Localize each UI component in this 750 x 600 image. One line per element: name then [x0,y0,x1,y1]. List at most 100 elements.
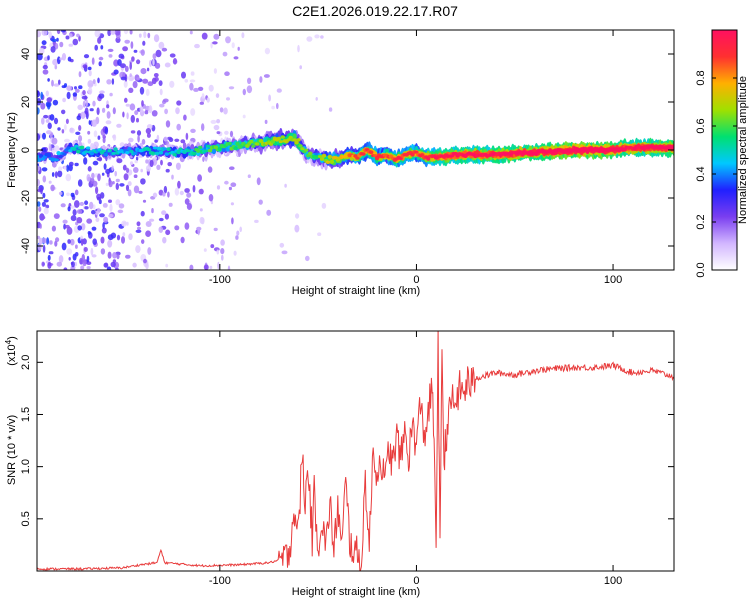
spectrogram-ridge-point [172,153,177,157]
spectrogram-ridge-point [300,147,305,151]
spectrogram-xtick-label: -100 [209,274,231,286]
spectrogram-noise-point [184,188,190,193]
spectrogram-noise-point [85,99,89,107]
spectrogram-noise-point [37,133,41,141]
spectrogram-noise-point [106,79,112,85]
spectrogram-ridge-point [89,151,95,156]
spectrogram-noise-point [158,189,164,196]
spectrogram-noise-point [164,213,169,220]
spectrogram-noise-point [60,30,66,33]
spectrogram-noise-point [89,108,94,112]
spectrogram-noise-point [96,107,100,115]
spectrogram-noise-point [179,190,184,196]
spectrogram-noise-point [236,230,240,236]
spectrogram-noise-point [67,239,71,244]
spectrogram-ridge-point [333,156,338,160]
spectrogram-noise-point [94,210,99,216]
spectrogram-noise-point [72,38,79,46]
spectrogram-noise-point [279,242,285,248]
spectrogram-ytick-label: 20 [20,96,32,108]
spectrogram-noise-point [90,247,94,256]
spectrogram-noise-point [129,103,136,111]
spectrogram-noise-point [87,130,91,135]
spectrogram-noise-point [99,213,105,218]
spectrogram-noise-point [199,101,204,105]
spectrogram-noise-point [228,86,235,90]
spectrogram-noise-point [130,41,134,49]
spectrogram-ridge-point [203,149,209,153]
spectrogram-ridge-point [292,138,297,142]
spectrogram-noise-point [113,69,119,75]
spectrogram-noise-point [167,191,170,198]
spectrogram-noise-point [109,92,113,97]
spectrogram-noise-point [264,119,268,124]
spectrogram-ridge-point [186,149,191,153]
spectrogram-noise-point [162,192,166,197]
spectrogram-noise-point [53,213,60,220]
spectrogram-noise-point [70,205,76,209]
spectrogram-ytick-label: 0 [20,147,32,153]
spectrogram-noise-point [61,129,65,134]
spectrogram-noise-point [51,38,57,43]
spectrogram-noise-point [66,226,73,235]
spectrogram-noise-point [145,262,149,270]
spectrogram-noise-point [130,130,136,134]
spectrogram-noise-point [284,183,287,188]
spectrogram-noise-point [52,99,59,106]
spectrogram-noise-point [220,239,225,246]
spectrogram-noise-point [152,58,155,66]
spectrogram-noise-point [146,124,153,130]
spectrogram-noise-point [48,143,52,152]
spectrogram-noise-point [83,247,88,252]
spectrogram-noise-point [70,238,75,246]
spectrogram-noise-point [59,41,64,48]
spectrogram-noise-point [174,187,180,196]
spectrogram-noise-point [57,170,63,178]
spectrogram-noise-point [58,191,63,196]
spectrogram-noise-point [224,71,230,76]
spectrogram-noise-point [185,132,189,140]
spectrogram-noise-point [114,170,117,177]
spectrogram-noise-point [194,43,200,49]
spectrogram-noise-point [92,79,96,85]
spectrogram-noise-point [153,156,158,160]
spectrogram-noise-point [75,131,81,135]
spectrogram-noise-point [190,108,196,116]
spectrogram-noise-point [63,83,68,88]
snr-y-axis-label: SNR (10 * v/v) [6,415,18,485]
spectrogram-noise-point [136,59,141,65]
spectrogram-noise-point [142,199,147,203]
spectrogram-noise-point [53,117,59,125]
spectrogram-noise-point [139,86,145,95]
spectrogram-noise-point [164,62,171,68]
spectrogram-noise-point [213,124,220,131]
spectrogram-noise-point [165,229,171,236]
spectrogram-noise-point [59,57,63,61]
spectrogram-noise-point [209,265,213,270]
spectrogram-ridge-point [298,144,303,148]
spectrogram-noise-point [163,136,168,142]
spectrogram-ridge-point [518,150,523,155]
spectrogram-noise-point [145,165,151,172]
spectrogram-noise-point [208,84,214,92]
spectrogram-noise-point [49,114,55,121]
spectrogram-noise-point [165,263,169,268]
spectrogram-ridge-point [294,141,299,145]
spectrogram-noise-point [154,62,161,69]
spectrogram-noise-point [239,226,242,233]
spectrogram-noise-point [98,156,103,162]
spectrogram-noise-point [46,130,52,135]
spectrogram-noise-point [143,31,147,39]
spectrogram-noise-point [201,93,205,99]
spectrogram-noise-point [74,86,77,90]
spectrogram-noise-point [220,248,225,255]
spectrogram-noise-point [65,118,69,125]
spectrogram-ridge-point [308,151,313,156]
spectrogram-noise-point [189,82,194,91]
spectrogram-noise-point [133,167,139,173]
snr-x-axis: -100 0 100 [209,331,622,587]
colorbar-tick-label: 0.8 [695,70,707,85]
spectrogram-noise-point [81,223,86,231]
spectrogram-noise-point [158,217,164,222]
spectrogram-noise-point [104,126,109,135]
